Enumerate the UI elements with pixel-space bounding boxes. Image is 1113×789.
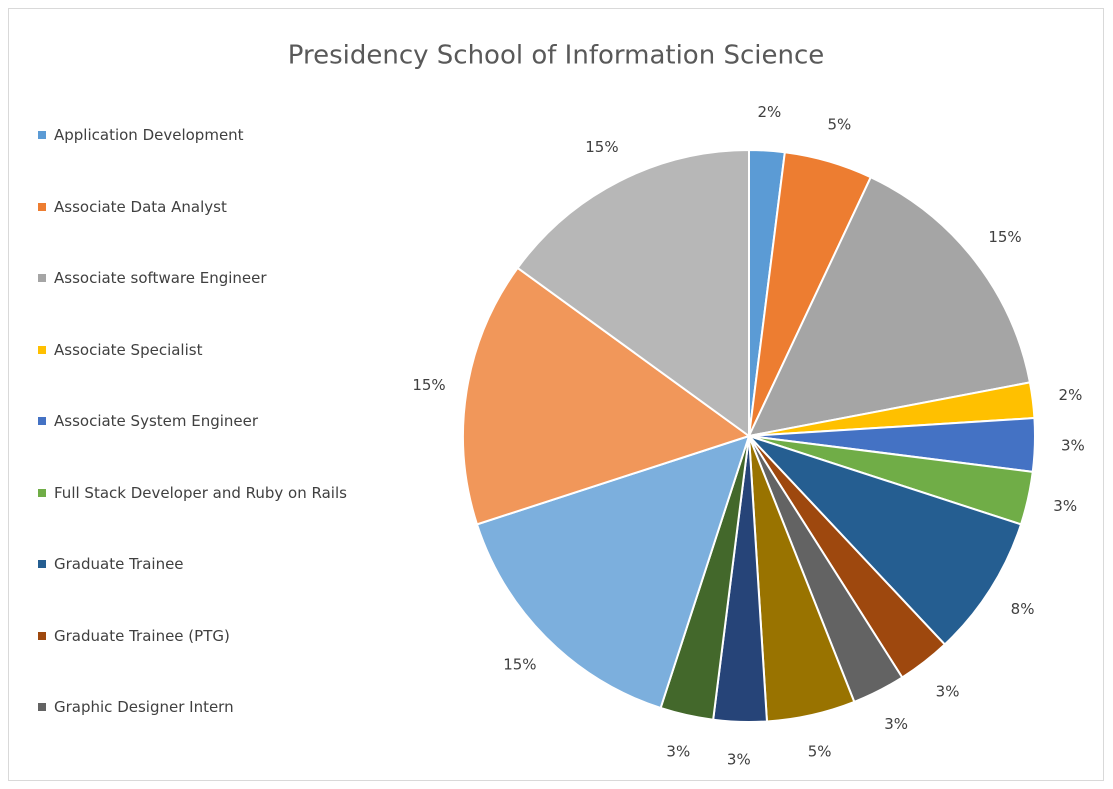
data-label: 15%: [503, 656, 536, 674]
legend-item: Associate software Engineer: [38, 267, 383, 289]
data-label: 3%: [666, 743, 690, 761]
pie-slice: [516, 148, 750, 438]
legend-swatch: [38, 202, 46, 211]
data-label: 2%: [757, 103, 781, 121]
legend-label: Associate System Engineer: [54, 412, 259, 430]
legend-item: Associate Data Analyst: [38, 196, 383, 218]
legend-item: Associate Specialist: [38, 339, 383, 361]
data-label: 3%: [1061, 437, 1085, 455]
legend-label: Associate Specialist: [54, 340, 203, 359]
legend-label: Graduate Trainee (PTG): [54, 626, 230, 645]
legend-label: Full Stack Developer and Ruby on Rails: [54, 483, 347, 502]
data-label: 15%: [988, 228, 1021, 246]
data-label: 5%: [827, 115, 851, 133]
legend-item: Graduate Trainee: [38, 553, 383, 575]
legend-swatch: [38, 131, 46, 139]
pie-slice: [748, 435, 1023, 646]
data-label: 8%: [1011, 600, 1035, 618]
chart-title: Presidency School of Information Science: [288, 41, 825, 71]
legend-label: Graduate Trainee: [54, 555, 184, 573]
legend-item: Full Stack Developer and Ruby on Rails: [38, 482, 383, 504]
legend-item: Graduate Trainee (PTG): [38, 625, 383, 647]
legend-swatch: [38, 560, 46, 568]
legend-label: Application Development: [54, 126, 244, 144]
data-label: 3%: [936, 683, 960, 701]
data-label: 15%: [412, 376, 445, 394]
legend-label: Associate software Engineer: [54, 269, 267, 287]
legend-item: Associate System Engineer: [38, 410, 383, 432]
legend-swatch: [38, 631, 46, 640]
chart-border: [8, 8, 1104, 781]
legend-swatch: [38, 488, 46, 497]
data-label: 3%: [1053, 497, 1077, 515]
data-label: 5%: [808, 743, 832, 761]
legend-swatch: [38, 703, 46, 711]
legend-label: Graphic Designer Intern: [54, 698, 234, 716]
data-label: 2%: [1059, 386, 1083, 404]
legend-label: Associate Data Analyst: [54, 197, 227, 216]
legend-item: Application Development: [38, 124, 383, 146]
data-label: 3%: [884, 715, 908, 733]
data-label: 3%: [727, 750, 751, 768]
pie-slice: [475, 434, 751, 710]
data-label: 15%: [585, 138, 618, 156]
legend-swatch: [38, 417, 46, 425]
legend-item: Graphic Designer Intern: [38, 696, 383, 718]
pie-slice: [747, 175, 1032, 438]
pie-slice: [462, 266, 752, 526]
legend-swatch: [38, 345, 46, 354]
legend-swatch: [38, 274, 46, 282]
